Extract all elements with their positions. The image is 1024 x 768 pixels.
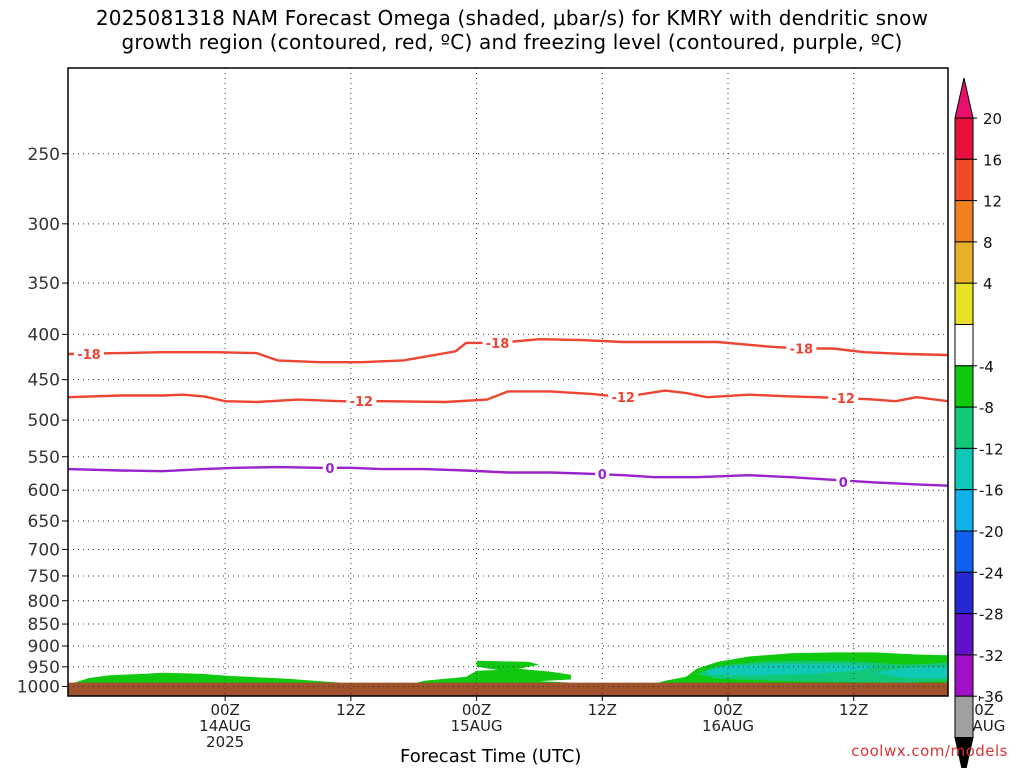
contour-label-1-0: -12 [350, 395, 374, 410]
y-tick-label-450: 450 [28, 371, 60, 391]
y-tick-label-950: 950 [28, 658, 60, 678]
colorbar-band-2 [954, 200, 974, 243]
colorbar-tick-label-11: -28 [979, 606, 1004, 624]
contour-label-2-1: 0 [598, 468, 607, 483]
colorbar-band-13 [954, 654, 974, 697]
y-tick-label-750: 750 [28, 567, 60, 587]
y-tick-label-550: 550 [28, 448, 60, 468]
colorbar-band-11 [954, 571, 974, 615]
chart-title-line-1: 2025081318 NAM Forecast Omega (shaded, μ… [95, 6, 929, 30]
colorbar-tick-label-5: -4 [979, 358, 994, 376]
colorbar-band-9 [954, 489, 974, 532]
contour-label-bg [608, 390, 639, 405]
y-tick-label-800: 800 [28, 592, 60, 612]
y-tick-label-700: 700 [28, 540, 60, 560]
colorbar-tick-label-13: -36 [979, 688, 1004, 706]
x-axis-label: Forecast Time (UTC) [400, 746, 582, 767]
contour-label-bg [836, 474, 851, 489]
y-tick-label-300: 300 [28, 215, 60, 235]
colorbar-tick-label-7: -12 [979, 440, 1004, 458]
y-tick-label-900: 900 [28, 637, 60, 657]
colorbar-band-10 [954, 530, 974, 573]
colorbar-band-0 [954, 117, 974, 160]
contour-label-bg [346, 394, 377, 409]
contour-label-2-0: 0 [325, 462, 334, 477]
x-tick-label-48-0: 00Z [713, 701, 742, 719]
colorbar-band-4 [954, 282, 974, 326]
x-tick-label-60-0: 12Z [839, 701, 868, 719]
credit-link[interactable]: coolwx.com/models [851, 742, 1008, 760]
contour-label-2-2: 0 [839, 476, 848, 491]
omega-region-5 [874, 666, 948, 678]
colorbar-tick-label-0: 20 [983, 110, 1002, 128]
colorbar-tick-label-2: 12 [983, 193, 1002, 211]
contour-label-bg [73, 347, 104, 362]
contour-line-2 [68, 465, 948, 487]
contour-label-bg [482, 335, 513, 350]
colorbar-band-1 [954, 158, 974, 202]
x-tick-label-0-1: 14AUG [199, 717, 251, 735]
y-tick-label-350: 350 [28, 274, 60, 294]
x-tick-label-0-2: 2025 [206, 733, 244, 751]
chart-title: 2025081318 NAM Forecast Omega (shaded, μ… [0, 6, 1024, 54]
colorbar-tick-label-1: 16 [983, 151, 1002, 169]
colorbar-tick-label-10: -24 [979, 564, 1004, 582]
contour-label-bg [322, 460, 337, 475]
x-tick-label-24-0: 00Z [462, 701, 491, 719]
x-tick-label-36-0: 12Z [588, 701, 617, 719]
y-tick-label-1000: 1000 [17, 678, 60, 698]
x-tick-label-48-1: 16AUG [702, 717, 754, 735]
colorbar-tick-label-6: -8 [979, 399, 994, 417]
y-tick-label-850: 850 [28, 615, 60, 635]
contour-line-1 [68, 389, 948, 404]
colorbar-tick-label-9: -20 [979, 523, 1004, 541]
colorbar-band-8 [954, 447, 974, 491]
plot-area: -18 -18 -18 -12 -12 -12 0 0 0 [68, 68, 948, 696]
contour-label-bg [828, 390, 859, 405]
contour-label-0-0: -18 [77, 348, 101, 363]
y-tick-label-600: 600 [28, 481, 60, 501]
colorbar-band-7 [954, 406, 974, 449]
colorbar-band-14 [954, 695, 974, 739]
x-tick-label-12-0: 12Z [336, 701, 365, 719]
contour-label-bg [595, 466, 610, 481]
contour-label-1-2: -12 [831, 392, 855, 407]
contour-label-0-1: -18 [486, 337, 510, 352]
plot-frame [67, 67, 949, 697]
colorbar-tick-label-3: 8 [983, 234, 993, 252]
chart-title-line-2: growth region (contoured, red, ºC) and f… [121, 30, 903, 54]
x-tick-label-0-0: 00Z [210, 701, 239, 719]
colorbar-band-3 [954, 241, 974, 284]
contour-label-bg [786, 341, 817, 356]
colorbar-tick-label-8: -16 [979, 482, 1004, 500]
contour-label-1-1: -12 [611, 391, 635, 406]
omega-region-1 [403, 660, 571, 687]
x-tick-label-24-1: 15AUG [451, 717, 503, 735]
colorbar-tick-label-12: -32 [979, 647, 1004, 665]
colorbar-band-5 [954, 324, 974, 367]
contour-label-0-2: -18 [790, 343, 814, 358]
colorbar-top-arrow [954, 77, 974, 119]
colorbar-band-6 [954, 365, 974, 408]
ground-fill [68, 682, 948, 696]
y-tick-label-650: 650 [28, 512, 60, 532]
y-tick-label-500: 500 [28, 411, 60, 431]
colorbar-tick-label-4: 4 [983, 275, 993, 293]
colorbar-bottom-arrow [954, 737, 974, 768]
colorbar-band-12 [954, 613, 974, 656]
y-tick-label-250: 250 [28, 145, 60, 165]
y-tick-label-400: 400 [28, 325, 60, 345]
